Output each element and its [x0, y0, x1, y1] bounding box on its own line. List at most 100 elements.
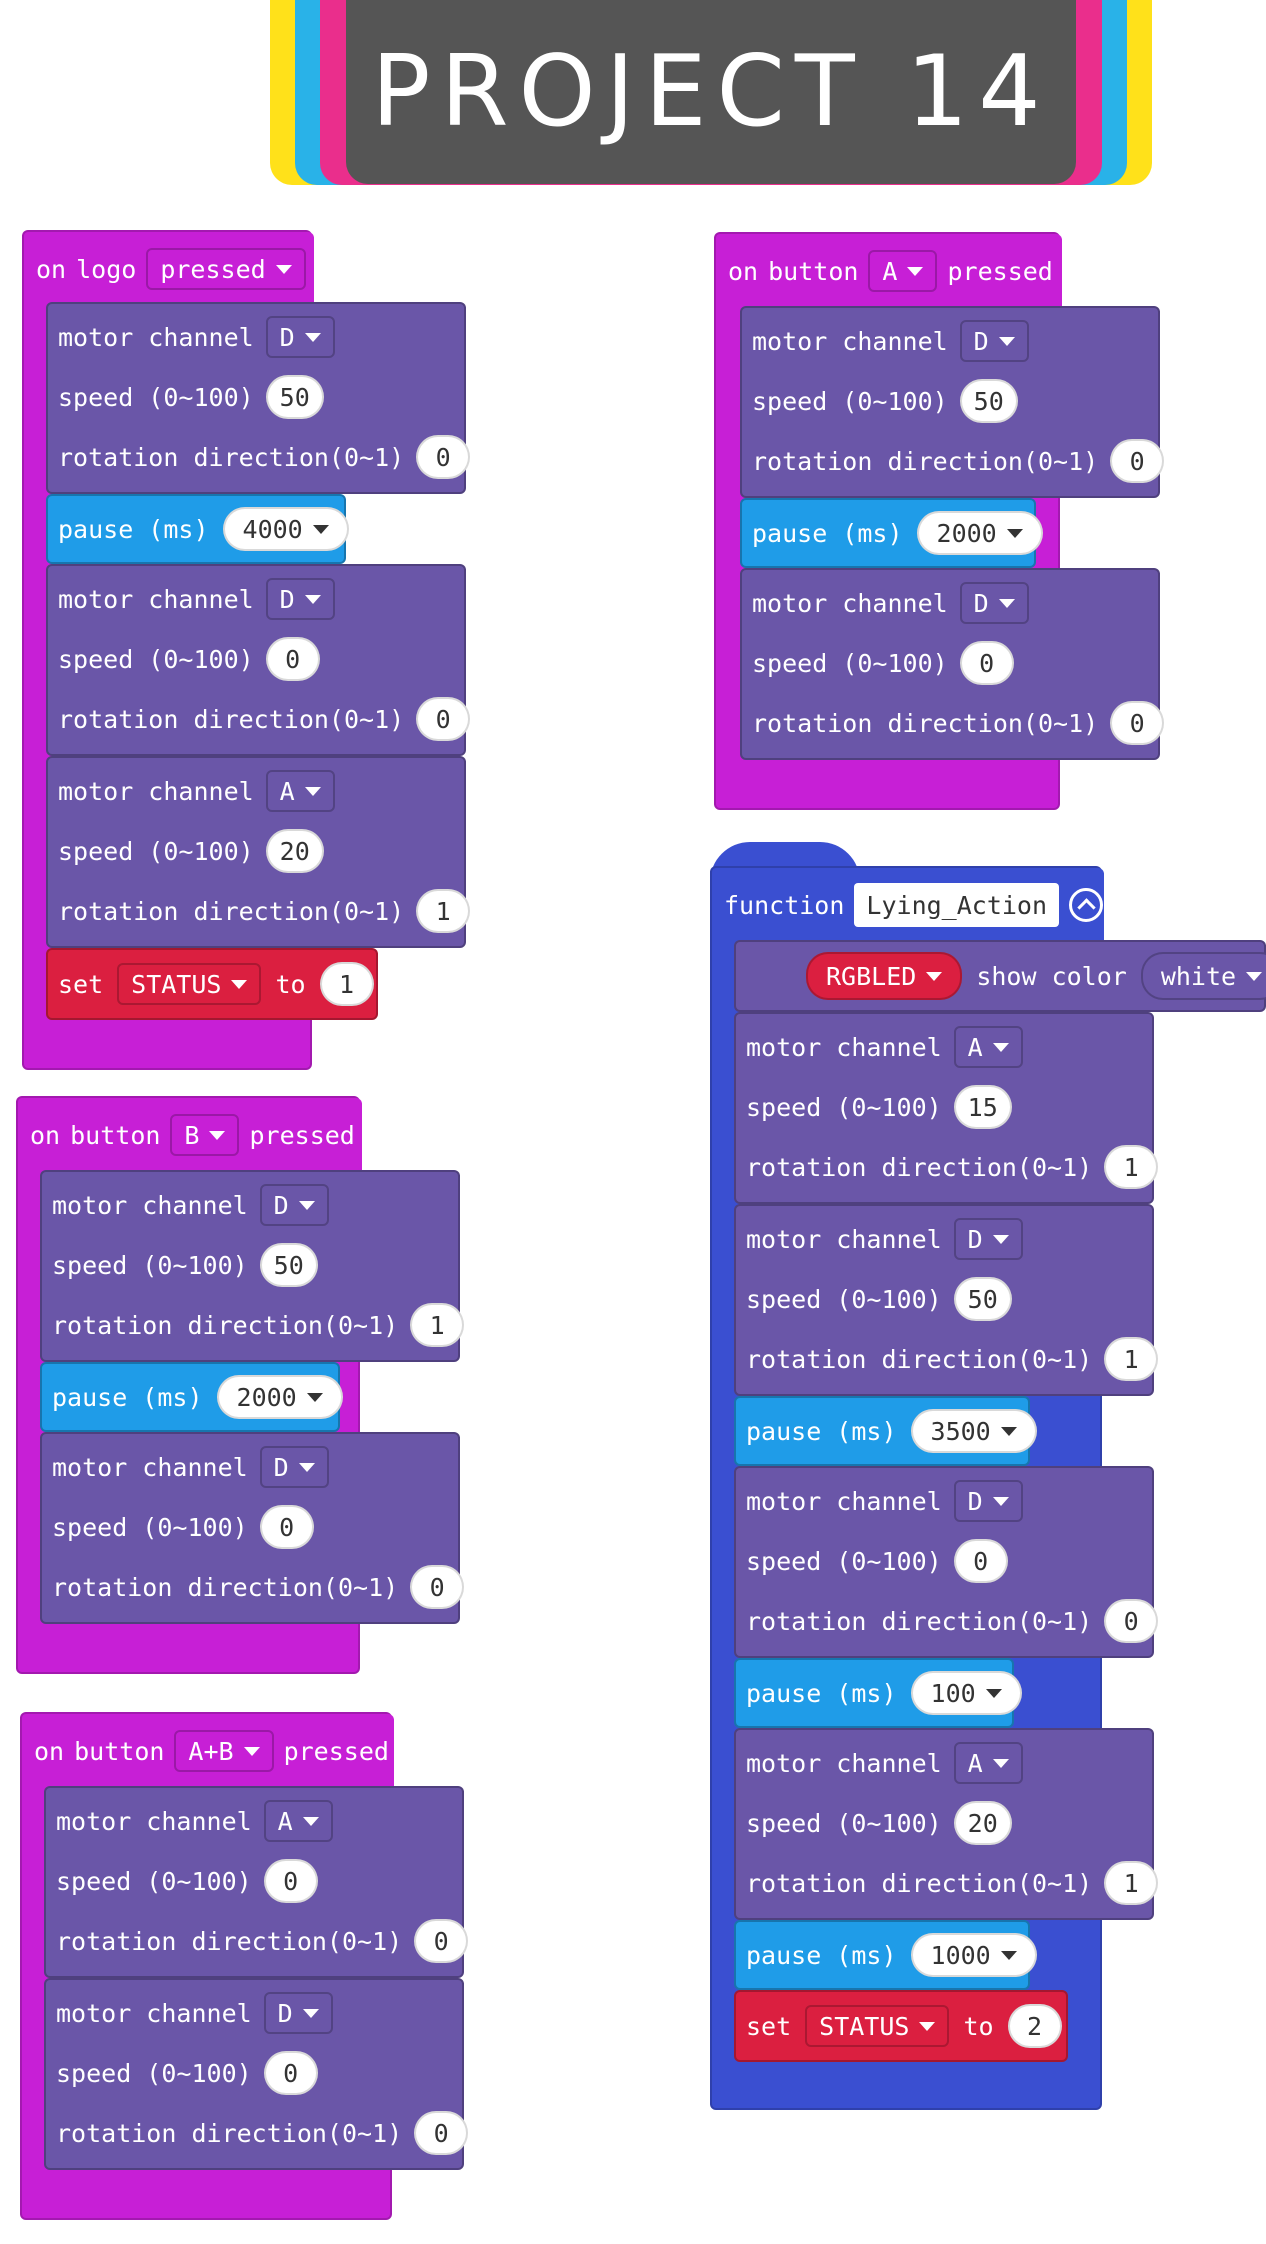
motor-block[interactable]: motor channel A speed (0~100) 20 rotation …	[46, 756, 471, 948]
speed-input[interactable]: 0	[959, 641, 1014, 685]
pause-block[interactable]: pause (ms) 4000	[46, 494, 349, 564]
pause-block[interactable]: pause (ms) 1000	[734, 1920, 1037, 1990]
channel-dropdown[interactable]: A	[265, 770, 335, 812]
button-dropdown[interactable]: A+B	[174, 1730, 274, 1772]
motor-channel-label: motor channel	[58, 776, 254, 806]
channel-dropdown[interactable]: D	[959, 320, 1029, 362]
chevron-down-icon	[992, 1496, 1009, 1506]
speed-input[interactable]: 50	[959, 379, 1018, 423]
speed-label: speed (0~100)	[752, 386, 948, 416]
channel-dropdown[interactable]: D	[259, 1184, 329, 1226]
motor-channel-label: motor channel	[58, 584, 254, 614]
rotation-input[interactable]: 1	[1104, 1145, 1159, 1189]
speed-input[interactable]: 0	[263, 2051, 318, 2095]
set-variable-block[interactable]: set STATUS to 1	[46, 948, 378, 1020]
rotation-input[interactable]: 0	[416, 697, 471, 741]
speed-input[interactable]: 15	[953, 1085, 1012, 1129]
motor-block[interactable]: motor channel D speed (0~100) 50 rotation …	[40, 1170, 465, 1362]
motor-block[interactable]: motor channel D speed (0~100) 50 rotation …	[46, 302, 471, 494]
chevron-down-icon	[998, 336, 1015, 346]
speed-input[interactable]: 20	[953, 1801, 1012, 1845]
pause-block[interactable]: pause (ms) 2000	[740, 498, 1043, 568]
speed-input[interactable]: 50	[259, 1243, 318, 1287]
set-value-input[interactable]: 1	[319, 962, 374, 1006]
motor-channel-label: motor channel	[58, 322, 254, 352]
motor-block[interactable]: motor channel A speed (0~100) 20 rotation …	[734, 1728, 1159, 1920]
pause-block[interactable]: pause (ms) 2000	[40, 1362, 343, 1432]
set-variable-block[interactable]: set STATUS to 2	[734, 1990, 1068, 2062]
channel-dropdown[interactable]: A	[953, 1742, 1023, 1784]
chevron-down-icon	[275, 264, 292, 274]
collapse-icon[interactable]	[1069, 888, 1104, 922]
pause-block[interactable]: pause (ms) 100	[734, 1658, 1022, 1728]
speed-input[interactable]: 20	[265, 829, 324, 873]
speed-input[interactable]: 0	[953, 1539, 1008, 1583]
motor-block[interactable]: motor channel A speed (0~100) 15 rotation …	[734, 1012, 1159, 1204]
pause-dropdown[interactable]: 2000	[216, 1375, 343, 1419]
channel-dropdown[interactable]: A	[953, 1026, 1023, 1068]
pause-dropdown[interactable]: 4000	[222, 507, 349, 551]
channel-dropdown[interactable]: D	[263, 1992, 333, 2034]
pause-dropdown[interactable]: 100	[910, 1671, 1022, 1715]
button-dropdown[interactable]: A	[868, 250, 938, 292]
pause-dropdown[interactable]: 1000	[910, 1933, 1037, 1977]
speed-input[interactable]: 50	[953, 1277, 1012, 1321]
speed-label: speed (0~100)	[52, 1250, 248, 1280]
event-header: on logo pressed	[24, 232, 314, 306]
function-name-input[interactable]: Lying_Action	[854, 883, 1060, 927]
motor-block[interactable]: motor channel D speed (0~100) 0 rotation d…	[40, 1432, 465, 1624]
rotation-input[interactable]: 1	[416, 889, 471, 933]
button-dropdown[interactable]: B	[170, 1114, 240, 1156]
color-dropdown[interactable]: white	[1140, 952, 1266, 1000]
rotation-input[interactable]: 0	[416, 435, 471, 479]
rgbled-show-color-block[interactable]: RGBLED show color white	[734, 940, 1266, 1012]
motor-block[interactable]: motor channel D speed (0~100) 50 rotation …	[734, 1204, 1159, 1396]
motor-channel-label: motor channel	[746, 1748, 942, 1778]
channel-value: D	[973, 326, 989, 356]
pause-block[interactable]: pause (ms) 3500	[734, 1396, 1037, 1466]
channel-dropdown[interactable]: D	[953, 1480, 1023, 1522]
function-label: function	[724, 890, 845, 920]
chevron-down-icon	[298, 1462, 315, 1472]
pause-dropdown[interactable]: 3500	[910, 1409, 1037, 1453]
rotation-input[interactable]: 1	[1104, 1337, 1159, 1381]
speed-label: speed (0~100)	[52, 1512, 248, 1542]
channel-dropdown[interactable]: A	[263, 1800, 333, 1842]
motor-block[interactable]: motor channel D speed (0~100) 50 rotation …	[740, 306, 1165, 498]
rotation-input[interactable]: 1	[410, 1303, 465, 1347]
channel-dropdown[interactable]: D	[265, 316, 335, 358]
channel-dropdown[interactable]: D	[265, 578, 335, 620]
rotation-label: rotation direction(0~1)	[52, 1310, 399, 1340]
rotation-input[interactable]: 0	[410, 1565, 465, 1609]
button-a-stack: motor channel D speed (0~100) 50 rotation …	[740, 306, 1165, 760]
logo-event-dropdown[interactable]: pressed	[146, 248, 306, 290]
rgbled-dropdown[interactable]: RGBLED	[806, 952, 963, 1000]
speed-input[interactable]: 0	[263, 1859, 318, 1903]
rotation-input[interactable]: 0	[414, 2111, 469, 2155]
rotation-input[interactable]: 0	[414, 1919, 469, 1963]
channel-dropdown[interactable]: D	[259, 1446, 329, 1488]
motor-block[interactable]: motor channel D speed (0~100) 0 rotation d…	[44, 1978, 469, 2170]
motor-block[interactable]: motor channel D speed (0~100) 0 rotation d…	[740, 568, 1165, 760]
motor-block[interactable]: motor channel D speed (0~100) 0 rotation d…	[46, 564, 471, 756]
set-value-input[interactable]: 2	[1007, 2004, 1062, 2048]
channel-dropdown[interactable]: D	[953, 1218, 1023, 1260]
channel-dropdown[interactable]: D	[959, 582, 1029, 624]
speed-input[interactable]: 0	[259, 1505, 314, 1549]
motor-block[interactable]: motor channel D speed (0~100) 0 rotation d…	[734, 1466, 1159, 1658]
channel-value: A	[967, 1032, 983, 1062]
chevron-down-icon	[302, 2008, 319, 2018]
speed-label: speed (0~100)	[746, 1546, 942, 1576]
variable-dropdown[interactable]: STATUS	[117, 963, 262, 1005]
pause-dropdown[interactable]: 2000	[916, 511, 1043, 555]
rotation-input[interactable]: 0	[1104, 1599, 1159, 1643]
rotation-input[interactable]: 0	[1110, 701, 1165, 745]
rotation-input[interactable]: 1	[1104, 1861, 1159, 1905]
set-label: set	[58, 969, 104, 999]
on-label: on	[36, 254, 67, 284]
motor-block[interactable]: motor channel A speed (0~100) 0 rotation d…	[44, 1786, 469, 1978]
rotation-input[interactable]: 0	[1110, 439, 1165, 483]
speed-input[interactable]: 0	[265, 637, 320, 681]
speed-input[interactable]: 50	[265, 375, 324, 419]
variable-dropdown[interactable]: STATUS	[805, 2005, 950, 2047]
